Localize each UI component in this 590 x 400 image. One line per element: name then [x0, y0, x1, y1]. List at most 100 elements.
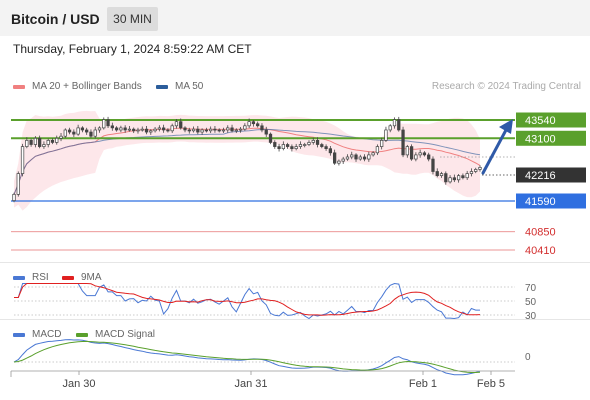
timestamp: Thursday, February 1, 2024 8:59:22 AM CE…: [13, 42, 252, 56]
last-price-tag: 42216: [516, 167, 586, 183]
candle-body: [50, 140, 55, 143]
candle-body: [337, 160, 341, 164]
legend-rsi-label: RSI: [32, 272, 49, 283]
candle-body: [153, 128, 157, 132]
price-levels: [11, 119, 515, 251]
candle: [170, 123, 174, 134]
candle-body: [251, 121, 256, 125]
candle-body: [362, 156, 367, 160]
candle-body: [221, 129, 226, 132]
candle-body: [375, 146, 380, 154]
candle-body: [136, 129, 140, 132]
candle: [114, 126, 119, 132]
candle-body: [170, 125, 174, 132]
candle: [333, 149, 337, 165]
candle-body: [315, 140, 320, 145]
legend-macd-signal-label: MACD Signal: [95, 329, 156, 340]
legend-rsi: RSI: [13, 272, 49, 283]
forecast-arrow: [481, 119, 513, 175]
candle-body: [230, 127, 234, 132]
candle-body: [119, 127, 123, 131]
candle-body: [174, 121, 179, 127]
candle: [55, 135, 59, 145]
candle-body: [478, 167, 482, 170]
candle: [89, 129, 93, 138]
candle: [102, 117, 106, 130]
candle: [153, 126, 157, 133]
bollinger-fill: [14, 110, 480, 211]
candle: [204, 127, 209, 133]
candle-body: [328, 148, 332, 154]
candle: [337, 159, 341, 166]
candle: [290, 144, 294, 152]
candle: [392, 117, 397, 129]
timeframe-button[interactable]: 30 MIN: [107, 7, 158, 31]
resistance-tag-1: 43540: [516, 112, 586, 128]
candle: [46, 138, 50, 148]
candle-body: [72, 131, 76, 135]
candle-body: [307, 142, 311, 145]
candle-body: [80, 127, 85, 131]
candle: [140, 126, 144, 132]
candle-body: [333, 152, 337, 164]
candle-body: [127, 128, 132, 131]
candle-body: [187, 129, 191, 132]
candle: [409, 144, 414, 161]
candle: [29, 138, 33, 147]
candle: [418, 149, 422, 158]
arrow-shaft: [481, 128, 508, 175]
rsi-panel: 70 50 30: [14, 282, 537, 322]
candle: [435, 168, 439, 178]
candle-body: [238, 128, 243, 131]
ma20-swatch: [13, 84, 25, 89]
resistance-tag-2-box: [516, 130, 586, 146]
candle: [67, 127, 72, 135]
candle-body: [123, 127, 127, 131]
candle: [191, 126, 196, 133]
macd-signal-swatch: [76, 332, 88, 337]
rsi-level-label-70: 70: [525, 283, 537, 294]
candle: [127, 125, 132, 132]
candle: [281, 141, 285, 151]
candle: [136, 127, 140, 134]
candle-body: [196, 128, 200, 133]
candle: [350, 151, 354, 160]
candle: [123, 125, 127, 133]
rsi-swatch: [13, 275, 25, 280]
candle-body: [431, 158, 435, 172]
candle-body: [409, 146, 414, 160]
candle-body: [401, 129, 405, 156]
candle: [341, 156, 345, 164]
candle: [427, 152, 431, 162]
candle: [12, 192, 16, 203]
candle: [474, 167, 478, 174]
support-label-2: 40410: [525, 245, 556, 257]
candle: [422, 151, 427, 157]
candle: [324, 144, 328, 151]
panel-divider-rsi: [0, 262, 590, 263]
candle: [456, 174, 461, 183]
candle-body: [277, 146, 281, 150]
candle: [213, 125, 217, 133]
rsi-level-label-50: 50: [525, 297, 537, 308]
macd-line: [13, 339, 481, 376]
candle-body: [422, 152, 427, 156]
candle: [264, 126, 268, 137]
candle: [221, 127, 226, 134]
candle-body: [469, 171, 474, 174]
rsi-ma-line: [14, 283, 481, 316]
candle-body: [209, 128, 213, 132]
candle: [144, 125, 149, 135]
candle-body: [358, 156, 362, 160]
candle-body: [405, 146, 409, 156]
candle: [273, 140, 277, 149]
chart-header: Bitcoin / USD 30 MIN: [0, 0, 590, 36]
candle: [328, 146, 332, 156]
candle: [85, 127, 89, 135]
support-label-1: 40850: [525, 227, 556, 239]
candle-body: [247, 121, 251, 127]
candle-body: [311, 140, 315, 143]
candle: [25, 137, 29, 149]
candle-body: [97, 127, 102, 131]
